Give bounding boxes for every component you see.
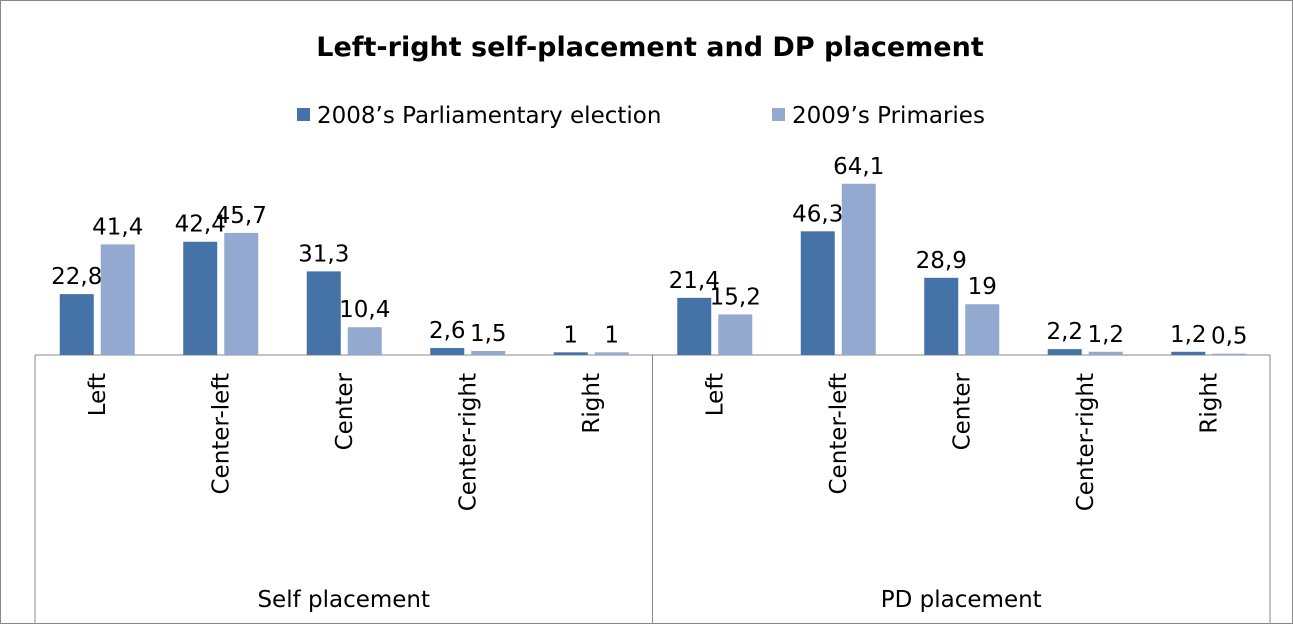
- legend-swatch: [772, 108, 785, 121]
- legend-label: 2009’s Primaries: [792, 103, 985, 129]
- bar: [841, 183, 876, 355]
- data-label: 45,7: [216, 203, 267, 229]
- bar: [100, 244, 135, 355]
- bar: [1088, 351, 1123, 355]
- data-label: 22,8: [51, 264, 102, 290]
- x-tick-label: Center-right: [455, 373, 481, 511]
- bar: [1171, 351, 1206, 355]
- data-label: 1,2: [1087, 322, 1124, 348]
- bar: [800, 231, 835, 355]
- x-tick-label: Center-right: [1073, 373, 1099, 511]
- x-tick-label: Left: [85, 373, 111, 416]
- bar: [306, 271, 341, 355]
- data-label: 46,3: [792, 201, 843, 227]
- data-label: 2,2: [1046, 319, 1083, 345]
- bar: [718, 314, 753, 355]
- bar: [965, 304, 1000, 355]
- data-label: 28,9: [916, 248, 967, 274]
- bar: [1212, 353, 1247, 355]
- bar: [471, 350, 506, 355]
- data-label: 1,5: [470, 321, 507, 347]
- data-label: 2,6: [429, 318, 466, 344]
- x-tick-label: Center: [332, 372, 358, 450]
- group-label: PD placement: [881, 587, 1042, 613]
- data-label: 1: [604, 322, 619, 348]
- x-tick-label: Center-left: [826, 373, 852, 495]
- data-label: 15,2: [710, 284, 761, 310]
- bar: [677, 297, 712, 355]
- group-label: Self placement: [257, 587, 430, 613]
- data-label: 21,4: [669, 268, 720, 294]
- data-label: 1: [563, 322, 578, 348]
- chart-title: Left-right self-placement and DP placeme…: [316, 32, 984, 63]
- data-label: 1,2: [1170, 322, 1207, 348]
- legend-swatch: [297, 108, 310, 121]
- bar: [594, 352, 629, 355]
- bar: [553, 352, 588, 355]
- bar: [59, 294, 94, 355]
- data-label: 41,4: [92, 214, 143, 240]
- data-label: 0,5: [1211, 324, 1248, 350]
- x-tick-label: Right: [579, 373, 605, 434]
- x-tick-label: Left: [702, 373, 728, 416]
- data-label: 19: [968, 274, 997, 300]
- bar: [1047, 349, 1082, 355]
- data-label: 31,3: [298, 241, 349, 267]
- data-label: 10,4: [339, 297, 390, 323]
- bar: [183, 241, 218, 355]
- bar: [924, 277, 959, 355]
- legend-label: 2008’s Parliamentary election: [317, 103, 661, 129]
- bar: [430, 348, 465, 355]
- x-tick-label: Right: [1196, 373, 1222, 434]
- x-tick-label: Center: [949, 372, 975, 450]
- data-label: 64,1: [833, 154, 884, 180]
- bar: [224, 232, 259, 355]
- bar: [347, 327, 382, 355]
- data-label: 42,4: [175, 212, 226, 238]
- x-tick-label: Center-left: [208, 373, 234, 495]
